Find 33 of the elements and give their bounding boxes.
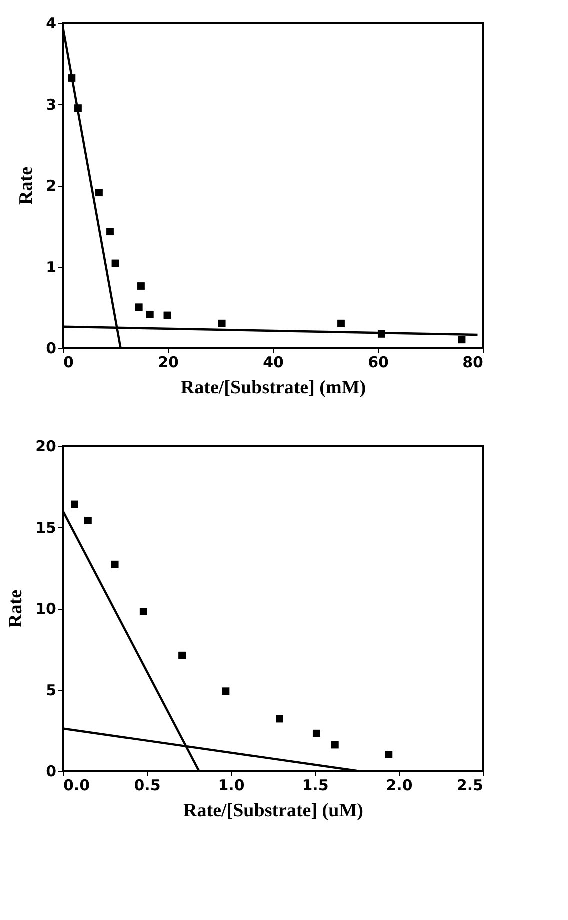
x-axis-title: Rate/[Substrate] (mM) [180,378,366,398]
point [338,320,345,328]
y-tick-label: 5 [46,681,56,700]
x-tick-label: 0 [64,354,74,372]
point [458,336,466,344]
x-tick-label: 80 [462,354,484,372]
point [106,228,114,236]
y-tick-label: 0 [46,340,56,358]
point [146,310,154,318]
x-tick-label: 1.0 [218,776,245,794]
x-tick-label: 0.5 [134,776,161,794]
x-tick-label: 2.5 [456,776,484,794]
point [138,282,145,290]
y-tick-label: 20 [36,438,56,456]
y-tick-label: 1 [46,258,56,276]
y-tick-label: 2 [46,177,56,195]
x-tick-label: 40 [263,354,284,372]
x-tick-label: 60 [368,354,389,372]
y-tick-label: 4 [46,14,56,32]
point [96,189,103,197]
y-tick-label: 15 [36,518,56,537]
y-axis-title: Rate [16,167,38,205]
y-tick-label: 10 [36,600,56,618]
y-tick-label: 3 [46,96,56,114]
x-tick-label: 0.0 [64,776,90,794]
point [218,320,226,328]
x-axis-title: Rate/[Substrate] (uM) [184,800,364,822]
point [135,304,143,312]
x-tick-label: 2.0 [386,776,413,794]
x-tick-label: 20 [158,354,179,372]
x-tick-label: 1.5 [302,776,329,794]
y-tick-label: 0 [46,762,56,780]
y-axis-title: Rate [6,590,27,628]
